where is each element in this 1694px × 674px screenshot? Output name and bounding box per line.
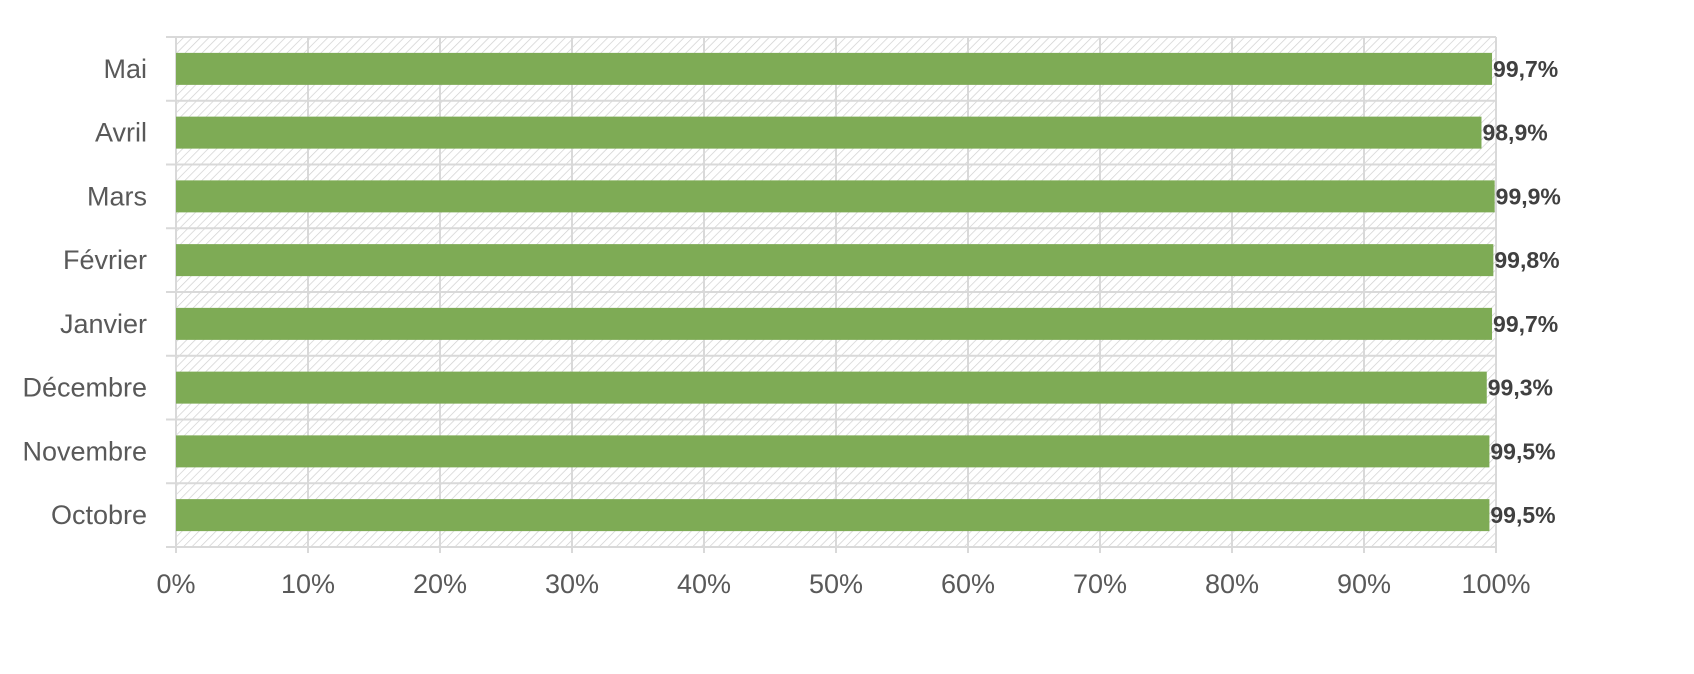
data-label: 99,8%	[1494, 247, 1559, 273]
x-tick-label: 0%	[156, 569, 195, 599]
category-label: Mai	[103, 54, 147, 84]
x-tick-label: 70%	[1073, 569, 1127, 599]
data-labels: 99,7% 98,9% 99,9% 99,8% 99,7% 99,3% 99,5% 99,5%	[1482, 56, 1560, 528]
data-label: 99,7%	[1493, 311, 1558, 337]
x-tick-label: 100%	[1461, 569, 1530, 599]
bar	[176, 52, 1493, 85]
bar	[176, 180, 1495, 213]
x-tick-label: 50%	[809, 569, 863, 599]
data-label: 98,9%	[1482, 120, 1547, 146]
bar	[176, 116, 1482, 149]
x-tick-label: 40%	[677, 569, 731, 599]
category-label: Octobre	[51, 500, 147, 530]
x-tick-label: 90%	[1337, 569, 1391, 599]
category-label: Avril	[95, 118, 147, 148]
category-label: Janvier	[60, 309, 147, 339]
category-label: Mars	[87, 181, 147, 211]
category-label: Février	[63, 245, 147, 275]
x-tick-label: 80%	[1205, 569, 1259, 599]
data-label: 99,7%	[1493, 56, 1558, 82]
x-tick-label: 30%	[545, 569, 599, 599]
x-tick-label: 20%	[413, 569, 467, 599]
category-label: Décembre	[22, 373, 147, 403]
bar	[176, 499, 1490, 532]
bar	[176, 307, 1493, 340]
x-axis-tick-labels: 0% 10% 20% 30% 40% 50% 60% 70% 80% 90% 100%	[156, 569, 1530, 599]
bar	[176, 371, 1487, 404]
data-label: 99,5%	[1490, 502, 1555, 528]
bars	[176, 52, 1495, 532]
category-label: Novembre	[22, 436, 147, 466]
bar	[176, 435, 1490, 468]
x-tick-label: 10%	[281, 569, 335, 599]
x-tick-label: 60%	[941, 569, 995, 599]
data-label: 99,5%	[1490, 438, 1555, 464]
data-label: 99,9%	[1496, 183, 1561, 209]
data-label: 99,3%	[1488, 375, 1553, 401]
bar	[176, 244, 1494, 277]
category-labels: Mai Avril Mars Février Janvier Décembre Novemb…	[22, 54, 147, 530]
